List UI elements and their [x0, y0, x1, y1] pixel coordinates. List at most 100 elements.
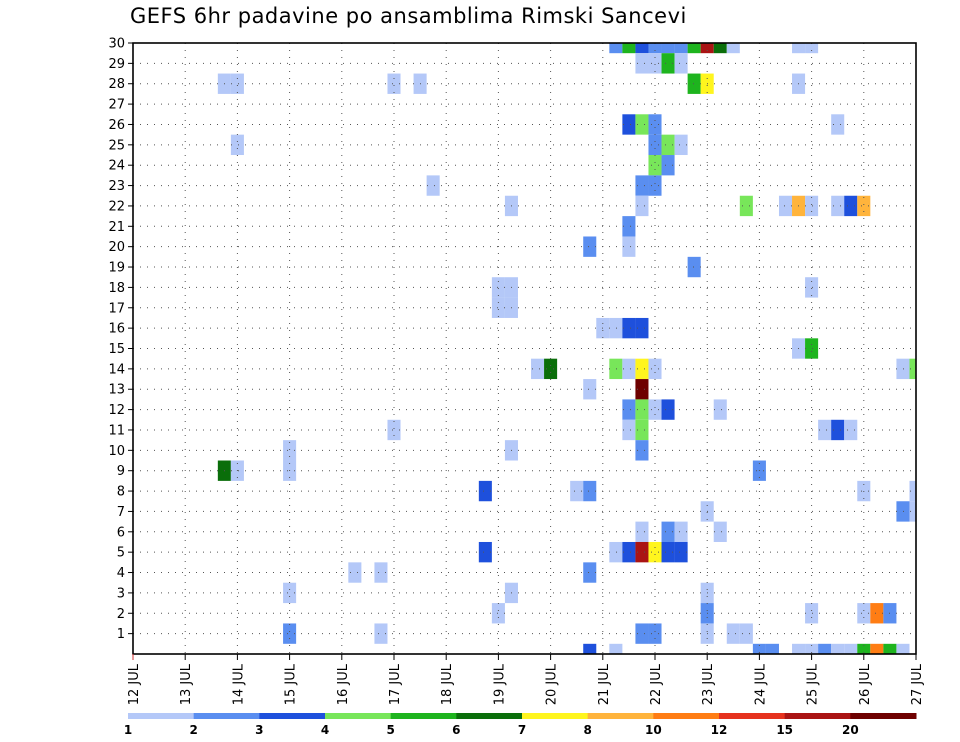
precip-cell [622, 317, 636, 339]
x-tick-label: 14 JUL [231, 663, 246, 705]
precip-cell [674, 43, 688, 54]
precip-cell [648, 399, 662, 420]
precip-cell [635, 419, 649, 441]
precip-cell [570, 480, 584, 502]
y-tick-label: 18 [108, 281, 125, 296]
y-tick-label: 9 [117, 464, 125, 479]
legend-label: 20 [842, 723, 859, 737]
legend-label: 2 [189, 723, 197, 737]
precip-cell [739, 195, 753, 217]
precip-cell [831, 195, 845, 217]
color-legend: 1 2 3 4 5 6 7 8 10 12 15 20 [124, 713, 917, 737]
precip-cell [805, 643, 819, 654]
precip-cell [478, 480, 492, 502]
grid-layer [133, 42, 916, 654]
y-tick-label: 4 [117, 566, 125, 581]
precip-cell [635, 53, 649, 74]
precip-cell [648, 541, 662, 563]
x-tick-label: 12 JUL [127, 663, 142, 705]
precip-cell [635, 399, 649, 420]
precip-cell [622, 358, 636, 380]
precip-cell [726, 43, 740, 54]
precip-cell [792, 643, 806, 654]
precip-cell [583, 562, 597, 583]
y-tick-label: 27 [108, 98, 125, 113]
precip-cell [635, 379, 649, 400]
precip-cell [896, 358, 910, 380]
x-tick-label: 13 JUL [179, 663, 194, 705]
legend-swatch [719, 713, 786, 719]
precip-cell [648, 175, 662, 196]
precip-cell [661, 43, 675, 54]
legend-swatch [325, 713, 392, 719]
precip-cell [635, 440, 649, 461]
precip-cell [909, 358, 916, 380]
precip-cell [230, 73, 244, 94]
precip-cell [700, 43, 714, 54]
precip-cell [635, 521, 649, 542]
precip-cell [831, 419, 845, 441]
precip-cell [374, 623, 388, 644]
precip-cell [752, 643, 766, 654]
precip-cell [491, 603, 505, 624]
y-tick-label: 16 [108, 322, 125, 337]
y-tick-label: 30 [108, 37, 125, 52]
legend-swatch [390, 713, 457, 719]
precip-cell [831, 643, 845, 654]
precip-cell [870, 603, 884, 624]
precip-cell [583, 379, 597, 400]
precip-cell [283, 623, 297, 644]
precip-cell [622, 236, 636, 257]
precip-cell [661, 53, 675, 74]
y-tick-label: 25 [108, 138, 125, 153]
legend-label: 4 [321, 723, 329, 737]
precip-cell [609, 358, 623, 380]
precip-cell [635, 317, 649, 339]
precip-cell [805, 338, 819, 359]
precip-cell [648, 134, 662, 156]
precip-cell [635, 43, 649, 54]
precip-cell [583, 643, 597, 654]
precip-cell [713, 521, 727, 542]
precip-cell [426, 175, 440, 196]
precip-cell [609, 541, 623, 563]
precip-cell [622, 216, 636, 237]
y-tick-label: 14 [108, 362, 125, 377]
cells-layer [217, 43, 916, 654]
precip-cell [387, 73, 401, 94]
precip-cell [870, 643, 884, 654]
legend-swatch [653, 713, 720, 719]
precip-cell [805, 277, 819, 298]
precip-cell [792, 43, 806, 54]
precip-cell [648, 53, 662, 74]
precip-cell [818, 419, 832, 441]
x-tick-label: 16 JUL [336, 663, 351, 705]
precip-cell [648, 623, 662, 644]
y-tick-label: 23 [108, 179, 125, 194]
x-tick-label: 22 JUL [649, 663, 664, 705]
legend-label: 15 [776, 723, 793, 737]
y-tick-label: 22 [108, 199, 125, 214]
precip-cell [374, 562, 388, 583]
precip-cell [283, 440, 297, 461]
y-tick-label: 19 [108, 261, 125, 276]
precip-cell [609, 43, 623, 54]
x-tick-label: 19 JUL [492, 663, 507, 705]
precip-cell [622, 541, 636, 563]
precip-cell [609, 643, 623, 654]
precip-cell [661, 541, 675, 563]
legend-label: 7 [518, 723, 526, 737]
precip-cell [531, 358, 545, 380]
precip-cell [230, 134, 244, 156]
legend-label: 6 [452, 723, 460, 737]
y-tick-label: 3 [117, 586, 125, 601]
y-tick-label: 12 [108, 403, 125, 418]
y-axis: 1234567891011121314151617181920212223242… [108, 37, 133, 642]
precip-cell [491, 277, 505, 298]
precip-cell [687, 256, 701, 278]
y-tick-label: 29 [108, 57, 125, 72]
y-tick-label: 15 [108, 342, 125, 357]
chart-title: GEFS 6hr padavine po ansamblima Rimski S… [130, 4, 687, 28]
precip-cell [765, 643, 779, 654]
x-tick-label: 27 JUL [910, 663, 925, 705]
